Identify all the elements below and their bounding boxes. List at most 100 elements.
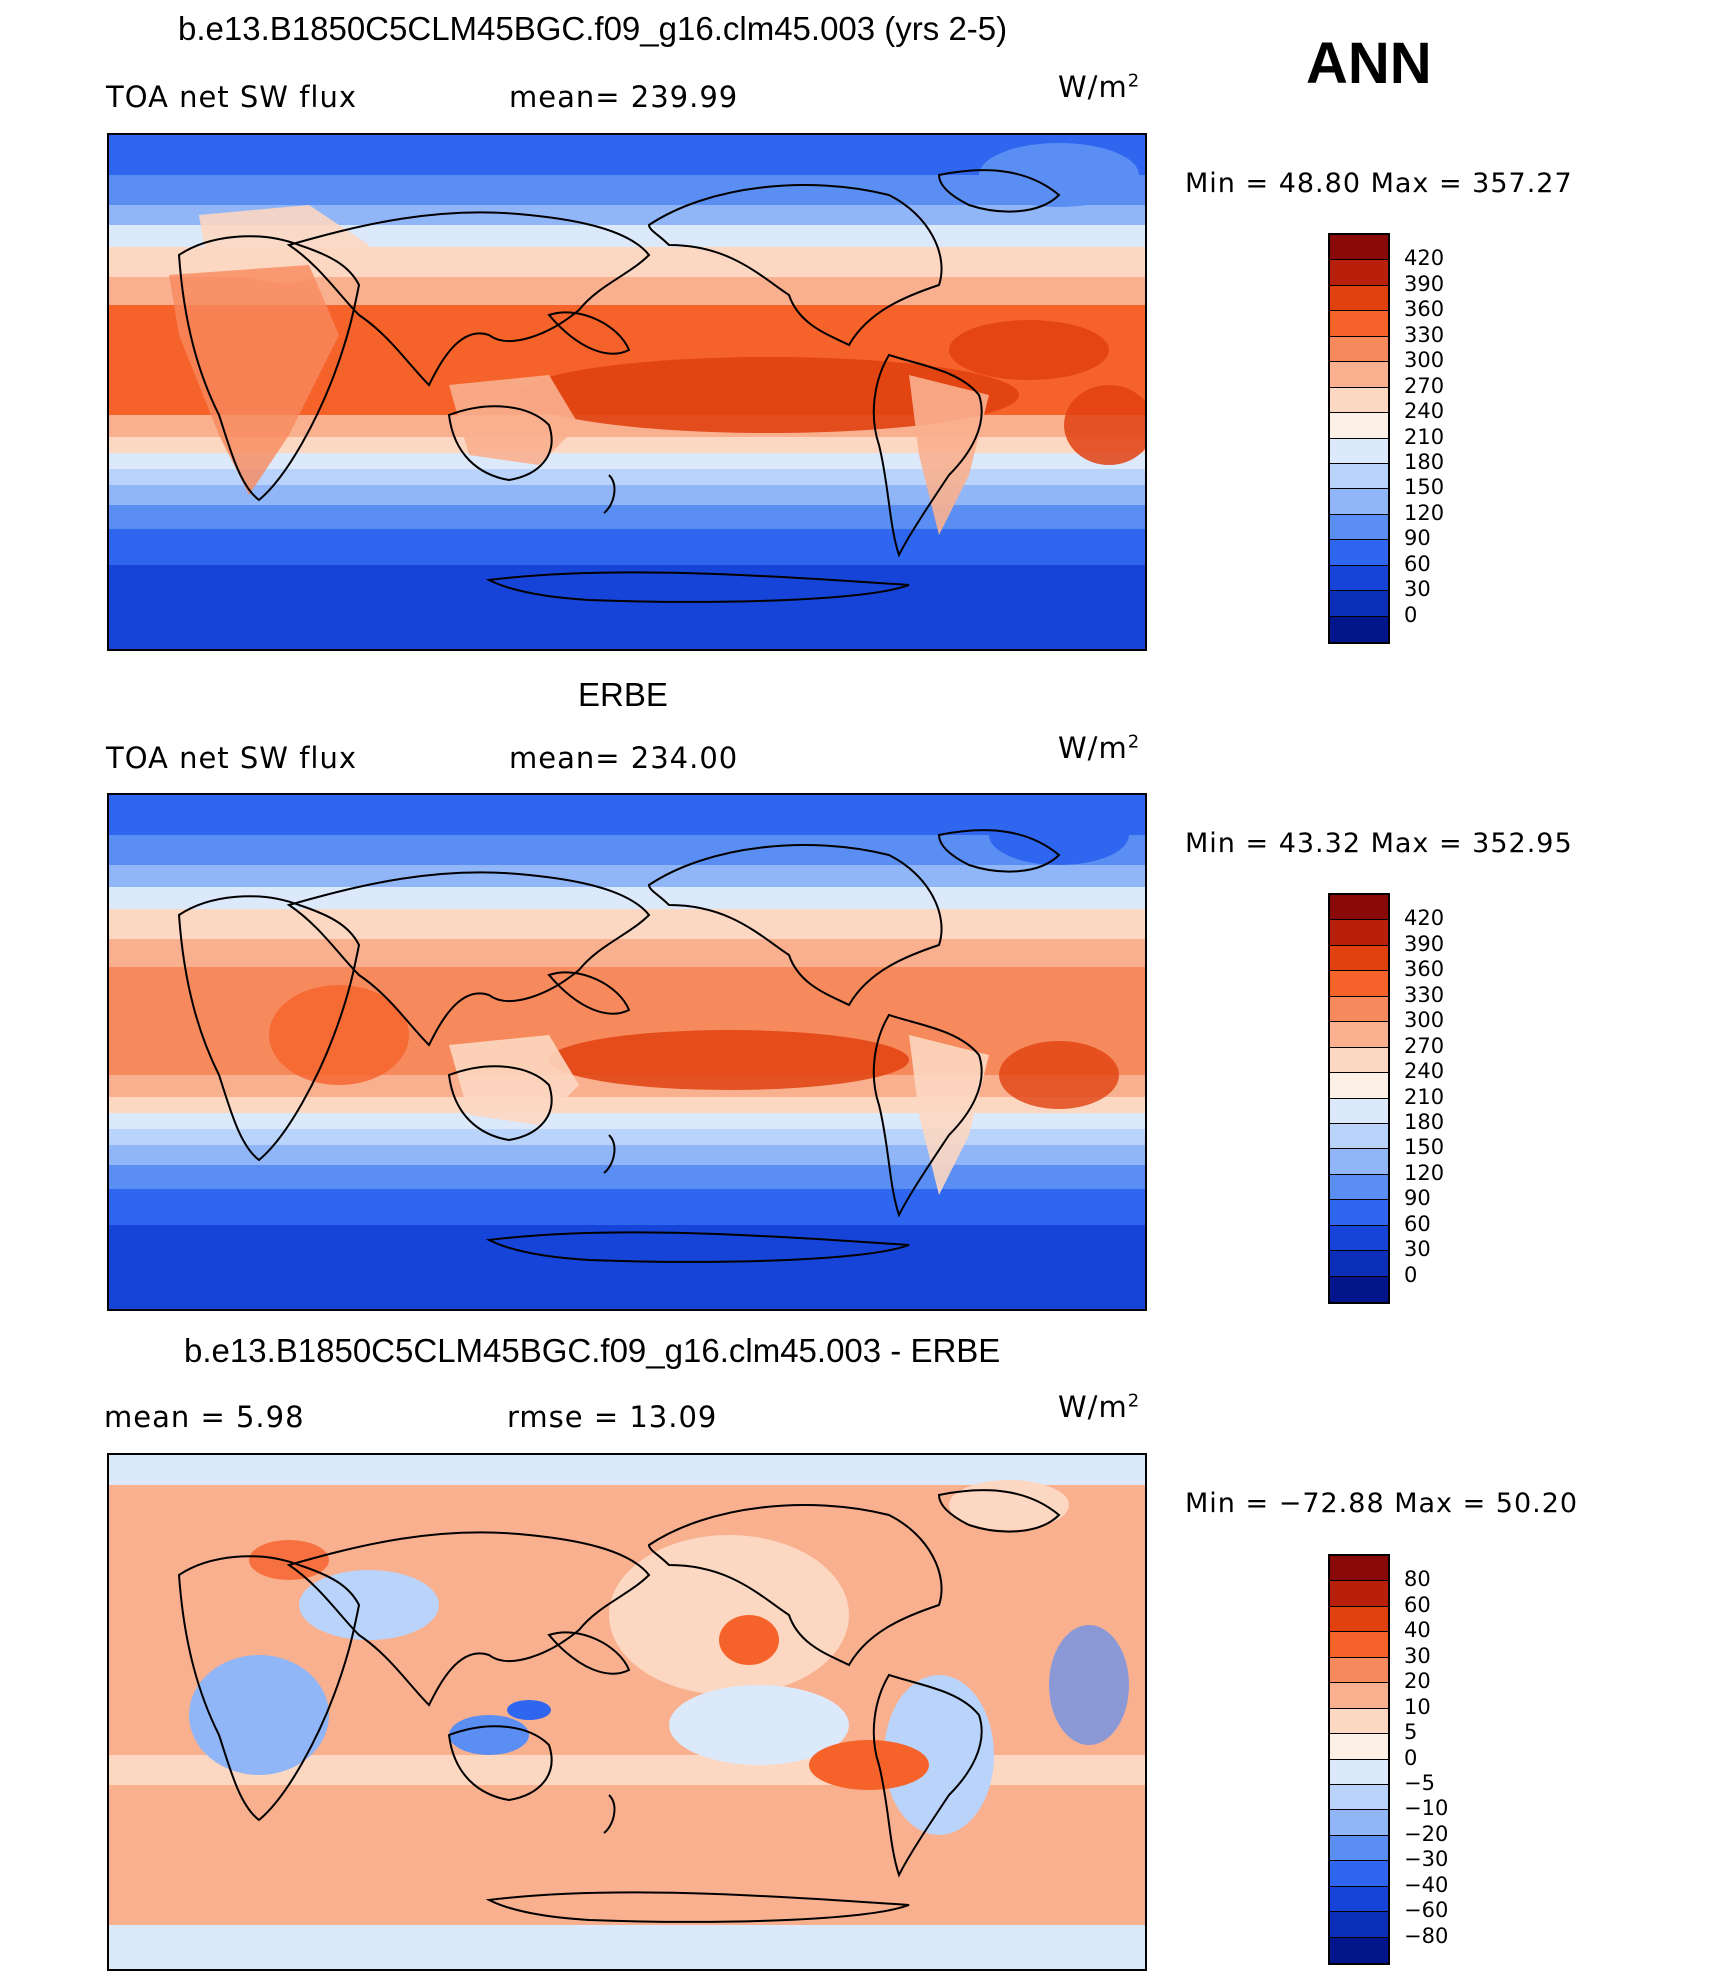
colorbar-swatch (1330, 1657, 1388, 1684)
colorbar-swatch (1330, 591, 1388, 617)
colorbar-swatch (1330, 1276, 1388, 1302)
colorbar-level-label: −5 (1404, 1770, 1435, 1795)
colorbar-level-label: 240 (1404, 399, 1445, 424)
panel-1-colorbar (1328, 233, 1390, 644)
panel-1-title: b.e13.B1850C5CLM45BGC.f09_g16.clm45.003 … (178, 10, 1008, 47)
colorbar-level-label: 5 (1404, 1720, 1418, 1745)
panel-2-colorbar (1328, 893, 1390, 1304)
colorbar-swatch (1330, 1886, 1388, 1913)
colorbar-swatch (1330, 1581, 1388, 1607)
colorbar-swatch (1330, 1174, 1388, 1201)
colorbar-level-label: 180 (1404, 449, 1445, 474)
colorbar-level-label: −10 (1404, 1796, 1449, 1821)
colorbar-level-label: 90 (1404, 526, 1431, 551)
colorbar-level-label: 0 (1404, 1745, 1418, 1770)
panel-1-variable-label: TOA net SW flux (106, 80, 358, 114)
colorbar-level-label: 40 (1404, 1618, 1431, 1643)
colorbar-swatch (1330, 387, 1388, 414)
colorbar-swatch (1330, 1225, 1388, 1252)
colorbar-level-label: 300 (1404, 348, 1445, 373)
colorbar-swatch (1330, 1734, 1388, 1760)
colorbar-level-label: 60 (1404, 1211, 1431, 1236)
colorbar-level-label: 0 (1404, 1262, 1418, 1287)
colorbar-level-label: 60 (1404, 551, 1431, 576)
colorbar-level-label: 120 (1404, 1160, 1445, 1185)
panel-3-title: b.e13.B1850C5CLM45BGC.f09_g16.clm45.003 … (184, 1332, 1001, 1369)
colorbar-level-label: 60 (1404, 1592, 1431, 1617)
panel-3-minmax: Min = −72.88 Max = 50.20 (1185, 1488, 1579, 1519)
colorbar-level-label: 30 (1404, 577, 1431, 602)
colorbar-swatch (1330, 1759, 1388, 1785)
colorbar-level-label: 360 (1404, 297, 1445, 322)
colorbar-swatch (1330, 413, 1388, 439)
colorbar-level-label: −80 (1404, 1923, 1449, 1948)
panel-3-colorbar (1328, 1554, 1390, 1965)
colorbar-swatch (1330, 1073, 1388, 1099)
colorbar-level-label: −20 (1404, 1821, 1449, 1846)
panel-1-mean: mean= 239.99 (509, 80, 739, 114)
panel-1-minmax: Min = 48.80 Max = 357.27 (1185, 168, 1573, 199)
panel-2-title: ERBE (578, 676, 668, 713)
panel-3-map (107, 1453, 1147, 1971)
colorbar-level-label: 30 (1404, 1237, 1431, 1262)
colorbar-swatch (1330, 945, 1388, 972)
colorbar-swatch (1330, 514, 1388, 541)
colorbar-swatch (1330, 260, 1388, 286)
colorbar-swatch (1330, 1200, 1388, 1226)
colorbar-level-label: 120 (1404, 500, 1445, 525)
colorbar-level-label: 0 (1404, 602, 1418, 627)
colorbar-swatch (1330, 616, 1388, 642)
colorbar-swatch (1330, 362, 1388, 388)
colorbar-swatch (1330, 489, 1388, 515)
panel-3-units: W/m2 (1058, 1390, 1141, 1424)
colorbar-swatch (1330, 1683, 1388, 1709)
panel-3-mean: mean = 5.98 (104, 1400, 305, 1434)
season-label: ANN (1306, 31, 1432, 96)
colorbar-swatch (1330, 336, 1388, 363)
colorbar-swatch (1330, 1022, 1388, 1048)
colorbar-level-label: 270 (1404, 373, 1445, 398)
panel-1-map (107, 133, 1147, 651)
colorbar-level-label: 300 (1404, 1008, 1445, 1033)
colorbar-level-label: 390 (1404, 271, 1445, 296)
colorbar-swatch (1330, 1937, 1388, 1963)
colorbar-swatch (1330, 895, 1388, 921)
colorbar-swatch (1330, 971, 1388, 997)
colorbar-level-label: 180 (1404, 1109, 1445, 1134)
colorbar-level-label: −30 (1404, 1847, 1449, 1872)
colorbar-swatch (1330, 1606, 1388, 1633)
panel-2-units: W/m2 (1058, 731, 1141, 765)
colorbar-level-label: 330 (1404, 982, 1445, 1007)
colorbar-level-label: 420 (1404, 906, 1445, 931)
panel-2-mean: mean= 234.00 (509, 741, 739, 775)
colorbar-level-label: 420 (1404, 246, 1445, 271)
colorbar-swatch (1330, 463, 1388, 490)
colorbar-swatch (1330, 1632, 1388, 1658)
colorbar-level-label: 330 (1404, 322, 1445, 347)
colorbar-swatch (1330, 235, 1388, 261)
colorbar-swatch (1330, 1556, 1388, 1582)
colorbar-swatch (1330, 540, 1388, 566)
colorbar-level-label: 80 (1404, 1567, 1431, 1592)
panel-1-units: W/m2 (1058, 70, 1141, 104)
colorbar-swatch (1330, 920, 1388, 946)
panel-2-variable-label: TOA net SW flux (106, 741, 358, 775)
colorbar-level-label: 360 (1404, 957, 1445, 982)
colorbar-level-label: 150 (1404, 1135, 1445, 1160)
colorbar-level-label: −60 (1404, 1898, 1449, 1923)
colorbar-level-label: 240 (1404, 1059, 1445, 1084)
colorbar-level-label: 210 (1404, 424, 1445, 449)
colorbar-swatch (1330, 438, 1388, 464)
panel-2-map (107, 793, 1147, 1311)
colorbar-swatch (1330, 1810, 1388, 1836)
colorbar-swatch (1330, 1149, 1388, 1175)
colorbar-swatch (1330, 311, 1388, 337)
colorbar-swatch (1330, 1098, 1388, 1124)
colorbar-level-label: 90 (1404, 1186, 1431, 1211)
colorbar-level-label: 270 (1404, 1033, 1445, 1058)
colorbar-level-label: −40 (1404, 1872, 1449, 1897)
colorbar-swatch (1330, 1784, 1388, 1811)
colorbar-swatch (1330, 285, 1388, 312)
colorbar-swatch (1330, 1123, 1388, 1150)
panel-2-minmax: Min = 43.32 Max = 352.95 (1185, 828, 1573, 859)
